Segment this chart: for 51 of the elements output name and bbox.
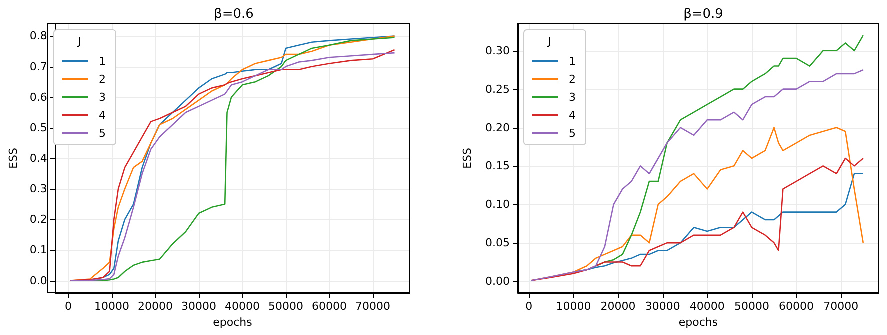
x-tick-label: 10000 [94, 300, 130, 313]
legend-label: 5 [569, 127, 576, 140]
x-tick-label: 30000 [181, 300, 216, 313]
legend-label: 4 [99, 109, 106, 122]
x-axis-title: epochs [213, 316, 253, 329]
legend-label: 4 [569, 109, 576, 122]
legend-label: 5 [99, 127, 106, 140]
legend-label: 3 [99, 91, 106, 104]
x-tick-label: 0 [526, 300, 533, 313]
legend-label: 2 [569, 73, 576, 86]
legend-title: J [547, 35, 552, 48]
y-tick-label: 0.10 [486, 198, 510, 212]
legend-label: 2 [99, 73, 106, 86]
y-tick-label: 0.25 [486, 82, 510, 96]
y-tick-label: 0.4 [30, 152, 48, 165]
x-tick-label: 40000 [224, 300, 260, 313]
x-tick-label: 70000 [356, 300, 391, 313]
y-tick-label: 0.7 [30, 60, 48, 74]
legend-title: J [77, 35, 82, 48]
y-tick-label: 0.6 [30, 90, 48, 104]
y-tick-label: 0.3 [30, 182, 48, 196]
y-axis-title: ESS [7, 148, 20, 169]
y-tick-label: 0.0 [30, 274, 48, 288]
y-tick-label: 0.5 [30, 121, 48, 134]
x-axis-title: epochs [678, 316, 718, 329]
legend-label: 1 [569, 55, 576, 68]
y-tick-label: 0.30 [486, 44, 510, 58]
y-axis-title: ESS [461, 148, 474, 169]
y-tick-label: 0.05 [486, 236, 510, 250]
x-tick-label: 50000 [734, 300, 770, 313]
y-tick-label: 0.15 [486, 160, 510, 173]
legend-label: 3 [569, 91, 576, 104]
y-tick-label: 0.20 [486, 121, 510, 134]
chart-title: β=0.6 [214, 7, 254, 22]
x-tick-label: 40000 [690, 300, 725, 313]
x-tick-label: 70000 [824, 300, 859, 313]
x-tick-label: 0 [64, 300, 72, 313]
x-tick-label: 20000 [600, 300, 636, 313]
x-tick-label: 60000 [779, 300, 814, 313]
x-tick-label: 30000 [645, 300, 680, 313]
x-tick-label: 60000 [312, 300, 348, 313]
y-tick-label: 0.2 [30, 213, 48, 226]
x-tick-label: 20000 [138, 300, 173, 313]
line-series [530, 69, 864, 282]
x-tick-label: 50000 [268, 300, 304, 313]
y-tick-label: 0.1 [30, 244, 48, 257]
x-tick-label: 10000 [556, 300, 592, 313]
chart-title: β=0.9 [684, 7, 724, 22]
legend-label: 1 [99, 55, 106, 68]
y-tick-label: 0.00 [486, 274, 510, 288]
y-tick-label: 0.8 [30, 30, 48, 43]
